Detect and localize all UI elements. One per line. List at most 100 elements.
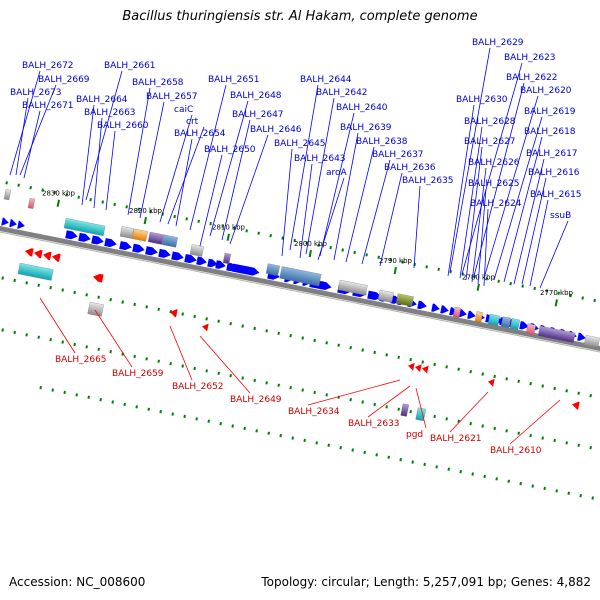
forward-gene-label[interactable]: BALH_2663 bbox=[84, 108, 136, 118]
reverse-gene-arrow[interactable] bbox=[92, 273, 104, 283]
reverse-gene-arrow[interactable] bbox=[51, 252, 61, 262]
reverse-gene-arrow[interactable] bbox=[33, 249, 43, 259]
reverse-gene-arrow[interactable] bbox=[169, 308, 178, 318]
gene-feature-box[interactable] bbox=[415, 407, 427, 422]
forward-gene-arrow[interactable] bbox=[519, 321, 529, 331]
forward-gene-label[interactable]: BALH_2646 bbox=[250, 125, 302, 135]
forward-gene-label[interactable]: aroA bbox=[326, 168, 348, 178]
forward-gene-arrow[interactable] bbox=[65, 230, 78, 240]
forward-gene-arrow[interactable] bbox=[467, 310, 476, 320]
forward-gene-arrow[interactable] bbox=[196, 256, 207, 266]
forward-gene-label[interactable]: BALH_2648 bbox=[230, 91, 282, 101]
gene-feature-box[interactable] bbox=[395, 293, 414, 307]
gene-feature-box[interactable] bbox=[487, 313, 500, 326]
reverse-gene-arrow[interactable] bbox=[414, 363, 422, 373]
forward-gene-arrow[interactable] bbox=[158, 248, 171, 259]
forward-gene-label[interactable]: BALH_2638 bbox=[356, 137, 408, 147]
forward-gene-arrow[interactable] bbox=[185, 254, 196, 264]
forward-gene-label[interactable]: BALH_2637 bbox=[372, 150, 424, 160]
forward-gene-arrow[interactable] bbox=[119, 241, 132, 251]
forward-gene-label[interactable]: caiC bbox=[174, 105, 193, 115]
gene-feature-box[interactable] bbox=[500, 316, 512, 329]
reverse-gene-arrow[interactable] bbox=[24, 247, 34, 257]
reverse-gene-label[interactable]: BALH_2633 bbox=[348, 419, 400, 429]
forward-gene-arrow[interactable] bbox=[577, 332, 586, 342]
forward-gene-label[interactable]: BALH_2620 bbox=[520, 86, 572, 96]
gene-feature-box[interactable] bbox=[87, 301, 104, 317]
forward-gene-arrow[interactable] bbox=[1, 217, 9, 226]
gene-feature-box[interactable] bbox=[509, 318, 521, 330]
forward-gene-arrow[interactable] bbox=[431, 303, 440, 312]
forward-gene-arrow[interactable] bbox=[17, 220, 25, 230]
forward-gene-arrow[interactable] bbox=[417, 300, 427, 311]
forward-gene-arrow[interactable] bbox=[91, 235, 104, 245]
reverse-gene-label[interactable]: BALH_2621 bbox=[430, 434, 482, 444]
forward-gene-arrow[interactable] bbox=[367, 290, 382, 302]
forward-gene-arrow[interactable] bbox=[78, 232, 91, 243]
forward-gene-label[interactable]: BALH_2651 bbox=[208, 75, 260, 85]
forward-gene-label[interactable]: BALH_2673 bbox=[10, 88, 62, 98]
forward-gene-label[interactable]: BALH_2629 bbox=[472, 38, 524, 48]
forward-gene-arrow[interactable] bbox=[171, 251, 184, 261]
gene-feature-box[interactable] bbox=[337, 279, 368, 296]
forward-gene-arrow[interactable] bbox=[145, 246, 158, 256]
forward-gene-label[interactable]: BALH_2624 bbox=[470, 199, 522, 209]
forward-gene-label[interactable]: BALH_2615 bbox=[530, 190, 582, 200]
reverse-gene-label[interactable]: BALH_2610 bbox=[490, 446, 542, 456]
forward-gene-label[interactable]: BALH_2640 bbox=[336, 103, 388, 113]
forward-gene-label[interactable]: BALH_2642 bbox=[316, 88, 368, 98]
gene-feature-box[interactable] bbox=[27, 197, 36, 209]
gene-feature-box[interactable] bbox=[400, 403, 410, 417]
reverse-gene-arrow[interactable] bbox=[421, 364, 429, 374]
gene-feature-box[interactable] bbox=[161, 234, 178, 248]
reverse-gene-label[interactable]: BALH_2649 bbox=[230, 395, 282, 405]
forward-gene-label[interactable]: BALH_2627 bbox=[464, 137, 516, 147]
forward-gene-label[interactable]: BALH_2644 bbox=[300, 75, 352, 85]
forward-gene-label[interactable]: BALH_2618 bbox=[524, 127, 576, 137]
gene-feature-box[interactable] bbox=[3, 189, 12, 201]
forward-gene-label[interactable]: crt bbox=[186, 117, 199, 127]
gene-feature-box[interactable] bbox=[17, 262, 54, 281]
gene-feature-box[interactable] bbox=[525, 323, 537, 336]
gene-feature-box[interactable] bbox=[63, 218, 106, 237]
gene-feature-box[interactable] bbox=[222, 252, 232, 265]
forward-gene-label[interactable]: BALH_2650 bbox=[204, 145, 256, 155]
forward-gene-label[interactable]: BALH_2616 bbox=[528, 168, 580, 178]
forward-gene-label[interactable]: BALH_2643 bbox=[294, 154, 346, 164]
gene-feature-box[interactable] bbox=[131, 228, 148, 242]
forward-gene-label[interactable]: BALH_2622 bbox=[506, 73, 558, 83]
gene-feature-box[interactable] bbox=[583, 335, 600, 348]
forward-gene-arrow[interactable] bbox=[440, 305, 449, 314]
gene-feature-box[interactable] bbox=[147, 231, 164, 245]
forward-gene-label[interactable]: BALH_2619 bbox=[524, 107, 576, 117]
gene-feature-box[interactable] bbox=[189, 244, 204, 257]
forward-gene-label[interactable]: BALH_2658 bbox=[132, 78, 184, 88]
reverse-gene-arrow[interactable] bbox=[487, 378, 495, 387]
forward-gene-label[interactable]: BALH_2636 bbox=[384, 163, 436, 173]
gene-feature-box[interactable] bbox=[377, 289, 394, 303]
forward-gene-label[interactable]: BALH_2635 bbox=[402, 176, 454, 186]
forward-gene-label[interactable]: BALH_2671 bbox=[22, 101, 74, 111]
forward-gene-label[interactable]: BALH_2657 bbox=[146, 92, 198, 102]
forward-gene-arrow[interactable] bbox=[104, 238, 117, 248]
reverse-gene-label[interactable]: BALH_2659 bbox=[112, 369, 164, 379]
forward-gene-label[interactable]: BALH_2625 bbox=[468, 179, 520, 189]
forward-gene-label[interactable]: BALH_2628 bbox=[464, 117, 516, 127]
forward-gene-label[interactable]: BALH_2630 bbox=[456, 95, 508, 105]
forward-gene-label[interactable]: BALH_2626 bbox=[468, 158, 520, 168]
forward-gene-label[interactable]: BALH_2672 bbox=[22, 61, 74, 71]
reverse-gene-arrow[interactable] bbox=[407, 362, 415, 371]
forward-gene-label[interactable]: BALH_2645 bbox=[274, 139, 326, 149]
forward-gene-arrow[interactable] bbox=[207, 258, 218, 269]
forward-gene-label[interactable]: BALH_2623 bbox=[504, 53, 556, 63]
gene-feature-box[interactable] bbox=[265, 263, 280, 276]
forward-gene-label[interactable]: BALH_2661 bbox=[104, 61, 156, 71]
gene-feature-box[interactable] bbox=[452, 306, 462, 319]
gene-feature-box[interactable] bbox=[474, 311, 484, 323]
forward-gene-label[interactable]: BALH_2669 bbox=[38, 75, 90, 85]
reverse-gene-label[interactable]: pgd bbox=[406, 430, 423, 440]
forward-gene-label[interactable]: BALH_2664 bbox=[76, 95, 128, 105]
forward-gene-arrow[interactable] bbox=[231, 263, 260, 276]
forward-gene-arrow[interactable] bbox=[132, 243, 145, 254]
gene-feature-box[interactable] bbox=[537, 325, 576, 344]
